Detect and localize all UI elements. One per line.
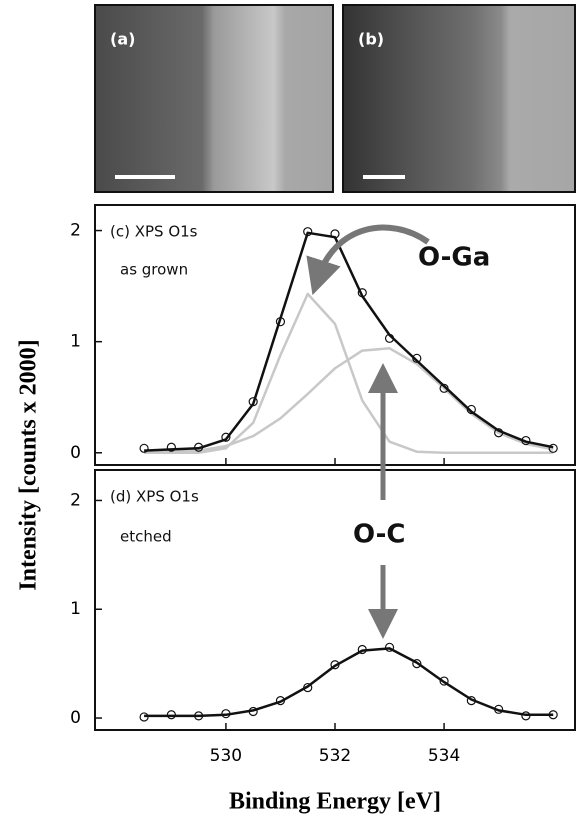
data-point [194,442,204,452]
fit-curve [144,292,554,455]
data-point [303,227,313,237]
data-point [221,432,231,442]
tem-image-a [94,4,334,193]
data-point [548,443,558,453]
data-point [384,333,395,343]
data-point [275,317,286,327]
data-point [139,712,149,722]
data-point [248,397,258,407]
data-point [139,443,149,453]
x-tick-label: 534 [428,746,460,766]
annotation: O-C [353,520,405,550]
data-point [412,659,422,669]
data-point [330,660,340,670]
x-axis-label: Binding Energy [eV] [229,789,441,815]
y-tick-label: 0 [70,443,81,463]
data-point [194,711,204,721]
y-tick-label: 2 [70,221,81,241]
image-label: (b) [358,30,384,49]
data-point [384,642,395,652]
data-point [466,696,476,706]
x-tick-label: 530 [210,746,242,766]
data-point [357,288,367,298]
y-tick-label: 1 [70,332,81,352]
data-point [521,711,531,721]
data-point [166,710,176,720]
data-point [275,696,286,706]
data-point [248,706,258,717]
data-point [166,442,176,452]
data-point [412,353,422,363]
y-axis-label: Intensity [counts x 2000] [16,339,42,590]
fit-curve [144,347,554,455]
annotation: etched [120,528,172,546]
plots: 0 1 2 0 1 2 530 532 534 [70,204,576,766]
annotation: O-Ga [418,243,490,273]
annotation: as grown [120,261,188,279]
data-point [494,704,504,714]
y-tick-label: 0 [70,708,81,728]
arrow [306,224,430,296]
data-point [439,383,449,393]
fit-curve [144,231,554,452]
data-point [521,435,531,446]
data-point [330,229,340,239]
y-tick-label: 1 [70,599,81,619]
data-point [466,404,476,415]
data-point [221,709,231,719]
tem-image-b [342,4,576,193]
fit-curve [144,647,554,718]
x-tick-label: 532 [319,746,351,766]
data-point [548,710,558,720]
annotation: (d) XPS O1s [110,488,199,506]
plot-frame [94,469,576,731]
data-point [303,682,313,693]
y-tick-label: 2 [70,490,81,510]
data-point [357,644,367,655]
data-point [439,676,449,686]
data-point [494,428,504,438]
image-label: (a) [110,30,135,49]
annotation: (c) XPS O1s [110,223,198,241]
